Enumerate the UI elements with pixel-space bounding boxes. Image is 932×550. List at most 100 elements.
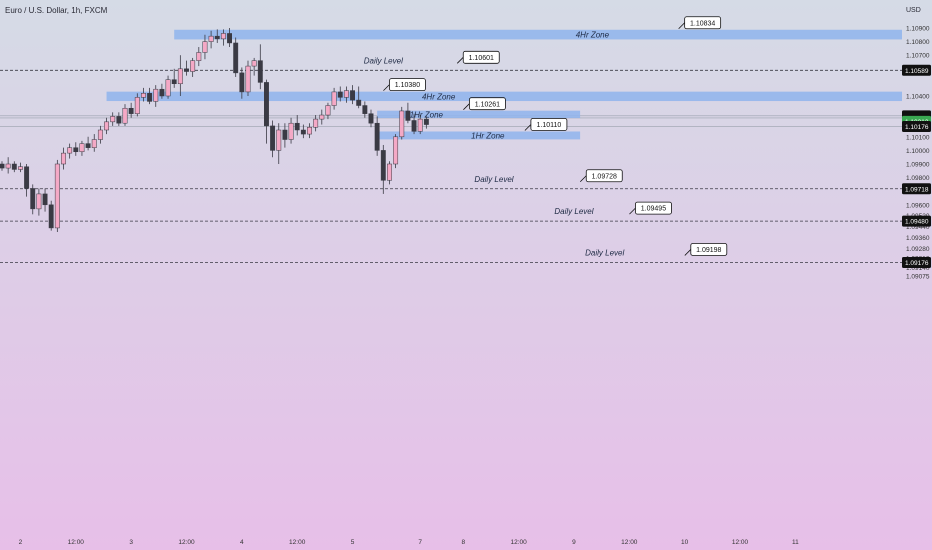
time-tick-label: 7 xyxy=(418,539,422,546)
candle-body[interactable] xyxy=(313,118,319,128)
candle-body[interactable] xyxy=(294,122,300,131)
candle-body[interactable] xyxy=(153,88,159,102)
candle-body[interactable] xyxy=(380,150,386,181)
candle-body[interactable] xyxy=(85,143,91,148)
zone-rect xyxy=(174,29,902,40)
price-tick-label: 1.10900 xyxy=(906,26,930,33)
candle-body[interactable] xyxy=(24,166,30,189)
candle-body[interactable] xyxy=(116,116,122,124)
callout-pointer xyxy=(579,175,587,183)
callout-pointer xyxy=(524,124,532,131)
price-tick-label: 1.10000 xyxy=(906,148,930,155)
time-tick-label: 12:00 xyxy=(178,539,195,546)
candle-body[interactable] xyxy=(184,68,189,72)
candle-body[interactable] xyxy=(122,107,128,124)
candle-body[interactable] xyxy=(171,79,177,85)
level-price-tag: 1.09176 xyxy=(905,260,929,267)
candle-body[interactable] xyxy=(245,65,251,93)
callout-pointer xyxy=(678,22,685,30)
candle-body[interactable] xyxy=(18,166,23,170)
candle-body[interactable] xyxy=(134,97,140,114)
candle-body[interactable] xyxy=(0,163,5,169)
candle-body[interactable] xyxy=(202,41,208,53)
candle-body[interactable] xyxy=(307,127,312,135)
candle-body[interactable] xyxy=(251,60,257,67)
candle-body[interactable] xyxy=(393,136,399,165)
candle-body[interactable] xyxy=(374,122,380,151)
candle-body[interactable] xyxy=(141,93,146,98)
candle-body[interactable] xyxy=(319,114,325,120)
candle-body[interactable] xyxy=(356,99,362,106)
candle-body[interactable] xyxy=(362,105,368,114)
candle-body[interactable] xyxy=(264,82,269,127)
candle-body[interactable] xyxy=(423,118,429,125)
candle-body[interactable] xyxy=(350,90,356,101)
callout-pointer xyxy=(629,207,636,215)
candle-body[interactable] xyxy=(399,110,405,138)
candle-body[interactable] xyxy=(411,120,417,132)
time-axis[interactable]: 2 12:00 3 12:00 4 12:00 5 7 8 12:00 9 12:00 10 12:00 1… xyxy=(19,539,799,546)
price-tick-label: 1.09440 xyxy=(906,224,930,231)
candle-body[interactable] xyxy=(214,35,220,40)
candle-body[interactable] xyxy=(220,33,226,40)
candle-body[interactable] xyxy=(190,60,196,72)
candles[interactable] xyxy=(0,28,429,232)
callout-price: 1.10834 xyxy=(690,20,715,27)
candle-body[interactable] xyxy=(79,143,85,153)
candle-body[interactable] xyxy=(73,147,79,153)
candle-body[interactable] xyxy=(282,129,288,140)
candle-body[interactable] xyxy=(387,163,392,181)
candle-body[interactable] xyxy=(368,113,374,124)
time-tick-label: 8 xyxy=(461,539,465,546)
candle-body[interactable] xyxy=(177,68,183,85)
candle-body[interactable] xyxy=(97,129,103,140)
candle-body[interactable] xyxy=(257,60,263,83)
time-tick-label: 2 xyxy=(19,539,23,546)
candle-body[interactable] xyxy=(233,42,239,74)
symbol-title: Euro / U.S. Dollar, 1h, FXCM xyxy=(5,6,108,15)
callout-box xyxy=(635,201,672,215)
candle-body[interactable] xyxy=(325,105,331,116)
candle-body[interactable] xyxy=(110,116,116,123)
candle-body[interactable] xyxy=(5,163,11,169)
candle-body[interactable] xyxy=(61,152,66,165)
price-tick-label: 1.09075 xyxy=(906,274,930,281)
candle-body[interactable] xyxy=(300,129,306,135)
candle-body[interactable] xyxy=(159,88,165,97)
candle-body[interactable] xyxy=(54,163,60,229)
candle-body[interactable] xyxy=(165,79,171,97)
candle-body[interactable] xyxy=(196,52,202,61)
candle-body[interactable] xyxy=(270,125,276,151)
candle-body[interactable] xyxy=(208,35,214,42)
candle-body[interactable] xyxy=(276,129,282,151)
candle-body[interactable] xyxy=(128,107,134,114)
callout-pointer xyxy=(456,57,464,64)
candle-body[interactable] xyxy=(405,110,411,121)
candle-body[interactable] xyxy=(67,147,73,154)
candle-body[interactable] xyxy=(227,33,233,44)
price-tick-label: 1.09800 xyxy=(906,175,930,182)
candle-body[interactable] xyxy=(417,118,423,132)
zone-label: 1Hr Zone xyxy=(410,110,444,119)
candle-body[interactable] xyxy=(30,188,36,210)
candle-body[interactable] xyxy=(42,193,48,206)
candle-body[interactable] xyxy=(91,139,97,148)
candle-body[interactable] xyxy=(104,121,109,131)
candle-body[interactable] xyxy=(331,91,337,106)
callout-box xyxy=(684,16,722,30)
time-tick-label: 4 xyxy=(240,539,244,546)
candle-body[interactable] xyxy=(147,93,153,102)
candle-body[interactable] xyxy=(288,122,294,140)
candle-body[interactable] xyxy=(48,204,54,229)
price-tick-label: 1.10100 xyxy=(906,134,930,141)
price-axis[interactable]: 1.10900 1.10800 1.10700 1.10400 1.10100 1.100… xyxy=(902,26,931,281)
candle-body[interactable] xyxy=(343,90,349,98)
callout-pointer xyxy=(684,249,692,256)
candle-body[interactable] xyxy=(239,72,245,93)
price-tag: 1.10176 xyxy=(905,124,929,131)
candle-body[interactable] xyxy=(36,193,42,210)
candle-body[interactable] xyxy=(337,91,343,98)
candle-body[interactable] xyxy=(11,163,17,170)
callout-price: 1.10601 xyxy=(469,55,494,62)
